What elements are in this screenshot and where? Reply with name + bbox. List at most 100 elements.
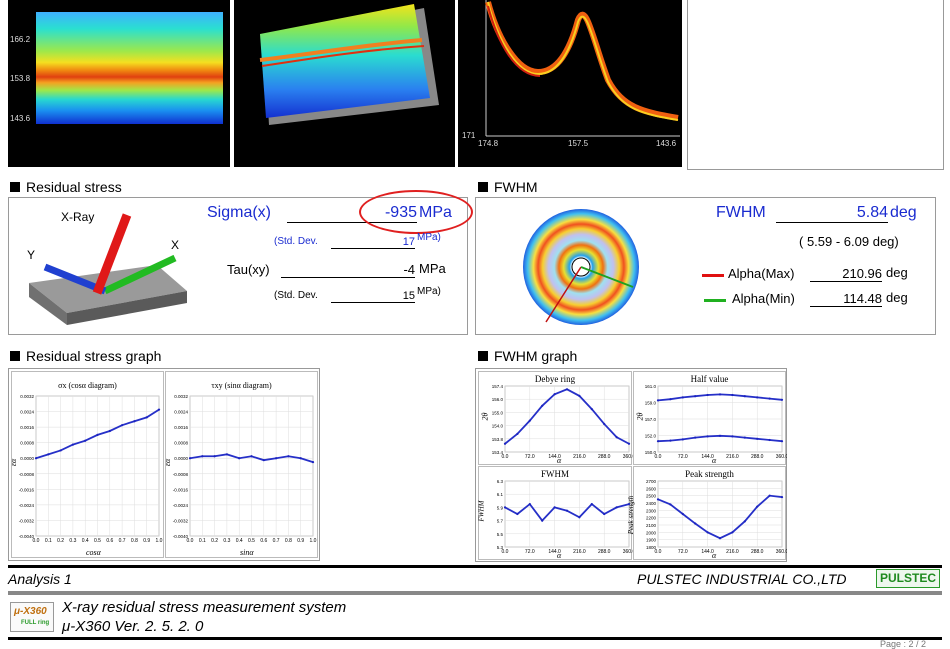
x-tick-label: 216.0 <box>726 549 739 555</box>
residual-stress-graph-heading: Residual stress graph <box>10 348 161 364</box>
fwhm-graph-heading-text: FWHM graph <box>494 348 578 364</box>
peak-profile-plot <box>485 0 680 137</box>
residual-stress-box: X-Ray X Y Sigma(x) -935 MPa (Std. Dev. 1… <box>8 190 473 335</box>
x-tick-label: 72.0 <box>525 549 535 555</box>
std-dev-unit-1: MPa) <box>417 232 441 243</box>
data-point <box>541 519 544 522</box>
x-tick-label: 0.8 <box>285 538 292 544</box>
data-point <box>669 503 672 506</box>
x-tick-label: 288.0 <box>751 454 764 460</box>
data-point <box>565 509 569 512</box>
3d-surface-panel <box>234 0 455 167</box>
peak-strength-chart: Peak strength 0.0 72.0 144.0 216.0 288.0 360.… <box>627 466 787 560</box>
data-point <box>615 436 618 439</box>
debye-xlabel: α <box>557 456 562 465</box>
peak-profile-panel: 171 174.8 157.5 143.6 <box>458 0 682 167</box>
fwhm-heading: FWHM <box>478 179 538 195</box>
y-tick-label: 153.4 <box>492 450 504 455</box>
data-point <box>627 503 631 506</box>
data-point <box>121 424 124 427</box>
data-point <box>528 419 531 422</box>
bullet-square <box>10 182 20 192</box>
data-point <box>731 393 734 397</box>
alpha-max-unit: deg <box>886 265 908 280</box>
bullet-square <box>478 182 488 192</box>
cos-alpha-xlabel: cosα <box>86 548 101 557</box>
data-point <box>768 397 771 400</box>
peak-strength-title: Peak strength <box>685 469 734 479</box>
data-point <box>578 394 581 397</box>
x-tick-label: 0.7 <box>273 538 280 544</box>
y-tick-label: 150.0 <box>645 450 657 455</box>
debye-ylabel: 2θ <box>480 412 490 421</box>
data-point <box>528 503 531 506</box>
data-point <box>780 496 784 499</box>
data-point <box>133 420 136 423</box>
data-point <box>669 398 672 401</box>
data-point <box>656 399 660 402</box>
fwhm-chart-title: FWHM <box>540 469 569 479</box>
y-tick-label: -0.0008 <box>173 472 189 477</box>
cos-alpha-title: σx (cosα diagram) <box>58 381 117 390</box>
sin-alpha-xlabel: sinα <box>240 548 254 557</box>
y-tick-label: 2600 <box>646 486 657 491</box>
cos-alpha-ylabel: εα <box>9 458 19 467</box>
data-point <box>225 453 228 456</box>
y-tick-label: 6.1 <box>497 492 504 497</box>
sin-alpha-title: τxy (sinα diagram) <box>211 381 272 390</box>
x-tick-label: 144.0 <box>701 549 714 555</box>
x-tick-label: 216.0 <box>573 549 586 555</box>
data-point <box>780 398 784 401</box>
residual-stress-heading-text: Residual stress <box>26 179 122 195</box>
x-tick-label: 360.0 <box>623 454 633 460</box>
data-point <box>768 494 771 497</box>
y-tick-label: 0.0032 <box>174 394 188 399</box>
page-number: Page : 2 / 2 <box>880 639 927 649</box>
plot-area <box>504 480 630 548</box>
y-tick-label: -0.0016 <box>173 487 189 492</box>
product-logo-subtext: FULL ring <box>21 620 50 626</box>
debye-ring-chart: Debye ring 0.0 72.0 144.0 216.0 288.0 360.0 15… <box>478 371 633 465</box>
fwhm-graph-frame: Debye ring 0.0 72.0 144.0 216.0 288.0 360.0 15… <box>475 368 787 562</box>
p3-xtick: 157.5 <box>568 139 589 148</box>
x-tick-label: 0.7 <box>119 538 126 544</box>
footer-rule-top <box>8 565 942 568</box>
y-tick-label: 161.0 <box>645 384 657 389</box>
tau-label: Tau(xy) <box>227 262 270 277</box>
x-tick-label: 0.6 <box>260 538 267 544</box>
y-tick-label: 0.0024 <box>174 410 188 415</box>
x-tick-label: 0.6 <box>106 538 113 544</box>
peak-strength-plot: 0.0 72.0 144.0 216.0 288.0 360.0 2700 2600 2500 2… <box>646 479 787 555</box>
y-tick-label: 2300 <box>646 508 657 513</box>
x-tick-label: 288.0 <box>751 549 764 555</box>
data-point <box>694 436 697 439</box>
y-tick-label: 2400 <box>646 501 657 506</box>
product-logo-text: μ-X360 <box>14 606 47 617</box>
y-tick-label: 0.0008 <box>174 441 188 446</box>
y-tick-label: 1800 <box>646 545 657 550</box>
x-tick-label: 0.4 <box>236 538 243 544</box>
y-tick-label: -0.0040 <box>173 534 189 539</box>
x-tick-label: 0.0 <box>187 538 194 544</box>
data-point <box>656 440 660 443</box>
x-tick-label: 0.3 <box>223 538 230 544</box>
data-point <box>578 516 581 519</box>
x-tick-label: 0.5 <box>94 538 101 544</box>
data-point <box>145 416 148 419</box>
x-tick-label: 0.5 <box>248 538 255 544</box>
p1-tick: 166.2 <box>10 35 31 44</box>
version-text: μ-X360 Ver. 2. 5. 2. 0 <box>62 618 204 635</box>
x-tick-label: 0.1 <box>45 538 52 544</box>
y-tick-label: 0.0016 <box>20 425 34 430</box>
data-point <box>71 443 74 446</box>
data-point <box>157 408 161 411</box>
tau-unit: MPa <box>419 261 446 276</box>
data-point <box>603 512 606 516</box>
y-tick-label: 156.0 <box>492 397 504 402</box>
x-tick-label: 0.0 <box>502 549 509 555</box>
data-point <box>96 433 99 436</box>
bullet-square <box>10 351 20 361</box>
data-point <box>694 522 697 525</box>
data-point <box>731 531 734 534</box>
y-tick-label: 5.5 <box>497 532 504 537</box>
